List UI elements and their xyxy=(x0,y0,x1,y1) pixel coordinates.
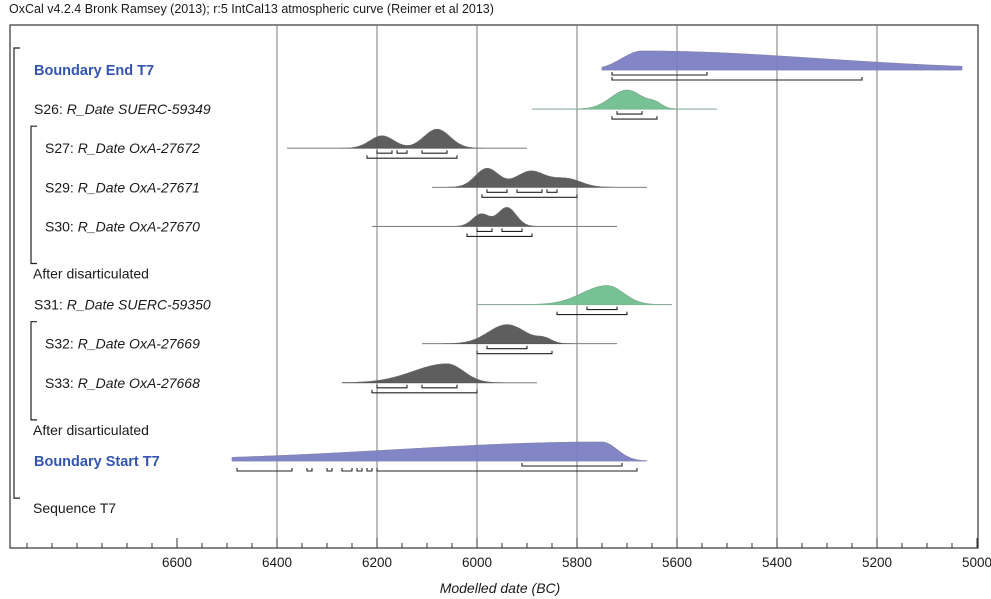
x-tick-label: 6400 xyxy=(262,555,292,570)
likelihood-outline xyxy=(477,285,672,305)
hpd-95-range xyxy=(306,468,313,472)
hpd-95-range xyxy=(466,233,533,237)
likelihood-outline xyxy=(422,324,617,345)
row-label: S31: R_Date SUERC-59350 xyxy=(34,297,211,313)
row-label: Boundary End T7 xyxy=(34,63,154,79)
sequence-bracket xyxy=(30,125,37,265)
row-label: S32: R_Date OxA-27669 xyxy=(45,336,200,352)
row-label: After disarticulated xyxy=(33,422,149,438)
hpd-68-range xyxy=(396,150,408,154)
likelihood-outline xyxy=(432,168,647,188)
row-label: Sequence T7 xyxy=(33,500,116,516)
hpd-68-range xyxy=(521,463,623,467)
x-axis-label: Modelled date (BC) xyxy=(439,580,561,596)
hpd-95-range xyxy=(326,468,333,472)
likelihood-outline xyxy=(601,50,963,68)
posterior-distribution xyxy=(601,50,963,71)
hpd-95-range xyxy=(476,350,553,355)
plot-frame xyxy=(9,24,979,549)
hpd-95-range xyxy=(376,468,638,472)
hpd-68-range xyxy=(486,189,508,193)
hpd-95-range xyxy=(341,468,353,472)
x-tick-label: 6600 xyxy=(162,555,192,570)
chart-header: OxCal v4.2.4 Bronk Ramsey (2013); r:5 In… xyxy=(9,2,494,16)
row-label: S33: R_Date OxA-27668 xyxy=(45,375,200,391)
x-tick-label: 6200 xyxy=(362,555,392,570)
sequence-bracket xyxy=(13,47,20,499)
posterior-distribution xyxy=(231,441,648,462)
hpd-95-range xyxy=(481,194,578,198)
hpd-95-range xyxy=(556,311,628,316)
x-tick-label: 5600 xyxy=(662,555,692,570)
row-label: S27: R_Date OxA-27672 xyxy=(45,140,200,156)
hpd-95-range xyxy=(611,77,863,81)
hpd-68-range xyxy=(421,150,448,154)
x-tick-label: 6000 xyxy=(462,555,492,570)
hpd-95-range xyxy=(236,468,293,472)
row-label: After disarticulated xyxy=(33,266,149,282)
posterior-distribution xyxy=(372,207,617,227)
row-label: S29: R_Date OxA-27671 xyxy=(45,179,200,195)
hpd-95-range xyxy=(366,155,458,159)
hpd-68-range xyxy=(421,384,458,389)
row-label: Boundary Start T7 xyxy=(34,454,160,470)
x-tick-label: 5200 xyxy=(862,555,892,570)
posterior-distribution xyxy=(422,324,617,345)
x-tick-label: 5000 xyxy=(962,555,991,570)
likelihood-outline xyxy=(532,89,717,110)
posterior-distribution xyxy=(477,285,672,305)
hpd-68-range xyxy=(586,306,618,311)
likelihood-outline xyxy=(231,441,648,462)
sequence-bracket xyxy=(30,321,37,421)
likelihood-outline xyxy=(372,207,617,227)
x-tick-label: 5800 xyxy=(562,555,592,570)
hpd-95-range xyxy=(371,389,478,394)
hpd-95-range xyxy=(366,468,373,472)
hpd-68-range xyxy=(476,228,493,232)
row-label: S30: R_Date OxA-27670 xyxy=(45,218,200,234)
hpd-68-range xyxy=(546,189,558,193)
hpd-68-range xyxy=(516,189,543,193)
likelihood-outline xyxy=(287,128,527,149)
row-label: S26: R_Date SUERC-59349 xyxy=(34,101,211,117)
hpd-68-range xyxy=(616,111,643,115)
hpd-68-range xyxy=(486,345,528,350)
posterior-distribution xyxy=(532,89,717,110)
hpd-68-range xyxy=(501,228,523,232)
hpd-68-range xyxy=(376,384,408,389)
hpd-68-range xyxy=(611,72,708,76)
hpd-95-range xyxy=(611,116,658,120)
likelihood-outline xyxy=(342,363,537,384)
posterior-distribution xyxy=(341,363,537,384)
hpd-68-range xyxy=(376,150,393,154)
x-tick-label: 5400 xyxy=(762,555,792,570)
hpd-95-range xyxy=(356,468,363,472)
